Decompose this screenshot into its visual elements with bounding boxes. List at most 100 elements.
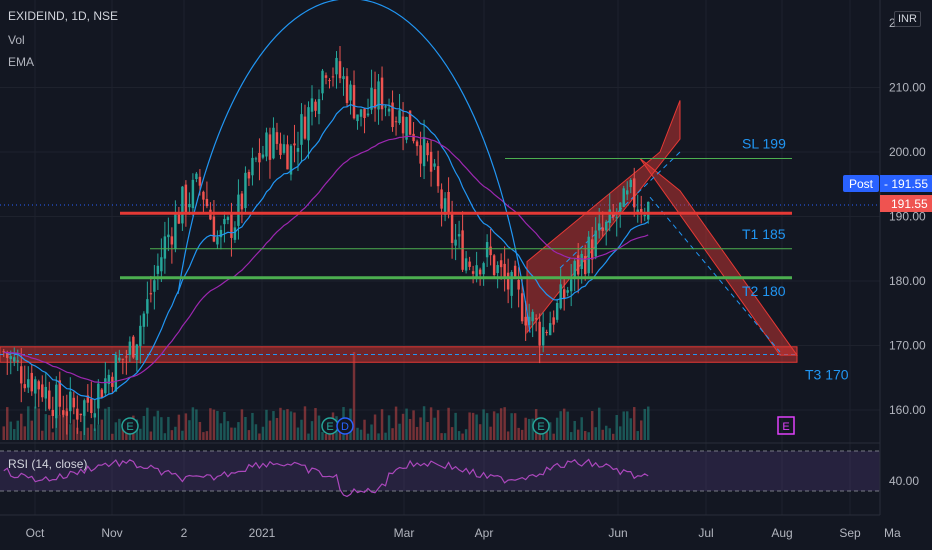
candle-body <box>552 317 555 325</box>
volume-bar <box>576 429 580 440</box>
indicator-ema-label[interactable]: EMA <box>8 55 35 69</box>
event-marker-box <box>777 416 795 435</box>
volume-bar <box>58 414 62 440</box>
price-tick: 160.00 <box>889 403 926 417</box>
rsi-tick: 40.00 <box>889 474 919 488</box>
rsi-label: RSI (14, close) <box>8 457 87 471</box>
drawing-zones[interactable] <box>0 100 798 363</box>
volume-bar <box>237 422 240 440</box>
candle-body <box>391 102 394 128</box>
candle-body <box>636 209 639 214</box>
volume-bar <box>594 427 597 440</box>
volume-bar <box>461 433 464 440</box>
volume-bar <box>111 433 114 440</box>
candle-body <box>342 76 345 80</box>
candle-body <box>20 366 23 384</box>
volume-bar <box>191 407 195 440</box>
candle-body <box>83 400 86 416</box>
volume-bar <box>170 430 174 440</box>
volume-bar <box>321 431 324 440</box>
candle-body <box>86 395 90 403</box>
candle-body <box>153 280 156 292</box>
candle-body <box>464 258 468 271</box>
volume-bar <box>233 427 237 440</box>
candle-body <box>34 379 37 394</box>
volume-bar <box>310 421 314 440</box>
candle-body <box>597 223 601 231</box>
candle-body <box>524 316 527 326</box>
volume-bar <box>426 422 429 440</box>
candle-body <box>450 211 454 243</box>
volume-bar <box>139 428 142 440</box>
candle-body <box>177 213 181 224</box>
candle-body <box>13 357 16 362</box>
candle-body <box>135 344 139 361</box>
projection-channel <box>639 158 798 356</box>
candle-body <box>170 236 174 245</box>
candle-body <box>128 341 132 355</box>
candle-body <box>9 356 12 360</box>
volume-bar <box>419 417 422 440</box>
volume-bar <box>226 421 230 440</box>
time-tick: Oct <box>26 526 45 540</box>
price-tick-top: 2 <box>889 16 896 30</box>
candle-body <box>251 157 254 176</box>
candle-body <box>310 98 314 112</box>
candle-body <box>545 331 548 333</box>
volume-bar <box>118 418 121 440</box>
candle-body <box>485 242 489 258</box>
candle-body <box>167 234 170 238</box>
volume-bar <box>527 418 531 440</box>
volume-bar <box>405 408 408 440</box>
candle-body <box>387 108 391 112</box>
volume-bar <box>436 410 440 440</box>
volume-bar <box>34 406 37 440</box>
candle-body <box>633 178 636 208</box>
currency-badge[interactable]: INR <box>894 11 921 27</box>
volume-bar <box>510 413 513 440</box>
price-tick: 180.00 <box>889 274 926 288</box>
candle-body <box>398 110 401 123</box>
volume-bar <box>202 432 205 440</box>
volume-bar <box>177 414 181 440</box>
candle-body <box>604 221 608 231</box>
event-marker-label: E <box>782 421 789 433</box>
volume-bar <box>275 417 279 440</box>
volume-bar <box>440 433 443 440</box>
volume-bar <box>272 411 275 440</box>
candle-body <box>555 302 559 320</box>
post-tag-label-bg <box>843 175 879 192</box>
indicator-vol-label[interactable]: Vol <box>8 33 25 47</box>
ema-lines <box>3 103 649 401</box>
volume-bar <box>2 426 5 440</box>
candle-body <box>496 265 499 274</box>
volume-bar <box>587 432 590 440</box>
volume-bar <box>314 408 317 440</box>
volume-bar <box>167 416 170 440</box>
candle-body <box>41 384 44 398</box>
candle-body <box>436 166 440 187</box>
volume-bar <box>647 406 650 440</box>
candle-body <box>79 413 83 416</box>
volume-bar <box>601 429 604 440</box>
candle-body <box>573 260 576 278</box>
candle-body <box>289 145 293 175</box>
volume-bar <box>223 411 226 440</box>
candle-body <box>541 327 545 346</box>
candle-body <box>198 176 202 186</box>
volume-bar <box>230 427 233 440</box>
symbol-title[interactable]: EXIDEIND, 1D, NSE <box>8 9 119 23</box>
projection-dashed <box>649 196 781 353</box>
time-tick: Sep <box>839 526 861 540</box>
candle-body <box>65 411 69 416</box>
candle-body <box>16 360 19 362</box>
volume-bar <box>258 433 261 440</box>
rising-channel <box>526 100 681 335</box>
volume-bar <box>492 411 496 440</box>
rsi-panel: RSI (14, close) <box>0 450 880 498</box>
candle-body <box>587 236 590 274</box>
volume-bar <box>552 433 555 440</box>
